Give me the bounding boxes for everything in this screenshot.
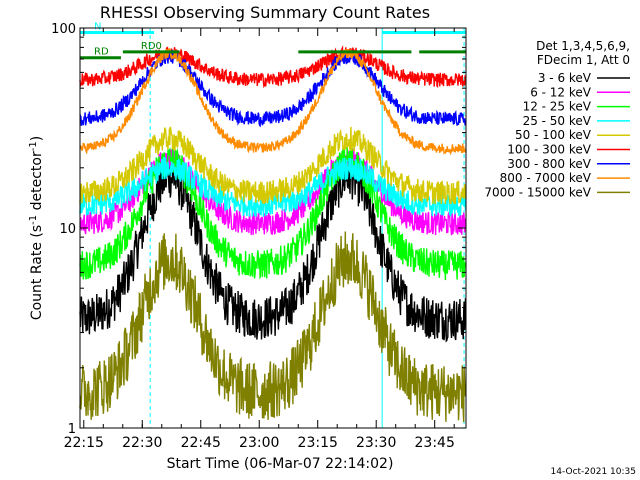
series-line-6 <box>79 45 467 89</box>
legend-label-7: 300 - 800 keV <box>507 157 591 171</box>
flag-label-1: N <box>94 21 101 32</box>
plot-area: N RD0 RD <box>79 21 467 428</box>
x-tick-label: 22:45 <box>181 435 221 451</box>
flag-label-2: RD0 <box>141 41 162 52</box>
series-line-4 <box>79 156 467 218</box>
legend-header-line-2: FDecim 1, Att 0 <box>537 53 630 67</box>
y-axis-label-end: ) <box>29 136 45 141</box>
x-tick-label: 23:15 <box>298 435 338 451</box>
x-tick-label: 23:00 <box>239 435 279 451</box>
series-line-9 <box>79 231 467 423</box>
legend-label-4: 25 - 50 keV <box>523 114 592 128</box>
y-tick-label: 100 <box>51 22 76 37</box>
y-axis-label-sup1: -1 <box>28 215 39 225</box>
y-axis-label-sup2: -1 <box>28 141 39 151</box>
y-axis-label-mid: detector <box>29 151 45 215</box>
legend-label-5: 50 - 100 keV <box>515 128 592 142</box>
legend-label-6: 100 - 300 keV <box>507 143 591 157</box>
x-axis-label: Start Time (06-Mar-07 22:14:02) <box>167 456 394 472</box>
legend-label-9: 7000 - 15000 keV <box>484 185 591 199</box>
legend-label-8: 800 - 7000 keV <box>500 171 592 185</box>
series-line-5 <box>79 126 467 205</box>
x-axis: 22:15 22:30 22:45 23:00 23:15 23:30 23:45 <box>64 28 455 451</box>
legend-label-2: 6 - 12 keV <box>530 85 592 99</box>
chart-title: RHESSI Observing Summary Count Rates <box>100 3 430 22</box>
legend-label-1: 3 - 6 keV <box>538 71 592 85</box>
x-tick-label: 22:15 <box>64 435 104 451</box>
legend-header-line-1: Det 1,3,4,5,6,9, <box>536 39 630 53</box>
flag-label-3: RD <box>94 47 109 58</box>
y-tick-label: 10 <box>59 222 76 237</box>
legend: Det 1,3,4,5,6,9, FDecim 1, Att 0 3 - 6 k… <box>484 39 630 199</box>
x-tick-label: 23:45 <box>415 435 455 451</box>
x-tick-label: 22:30 <box>122 435 162 451</box>
series-line-3 <box>79 146 467 281</box>
y-tick-label: 1 <box>68 422 76 437</box>
x-tick-label: 23:30 <box>356 435 396 451</box>
series-line-8 <box>79 48 467 156</box>
footer-timestamp: 14-Oct-2021 10:35 <box>551 467 636 477</box>
y-axis-label-main: Count Rate (s <box>29 225 45 320</box>
legend-label-3: 12 - 25 keV <box>523 100 592 114</box>
y-axis: 1 10 100 <box>51 22 466 437</box>
y-axis-label: Count Rate (s-1 detector-1) <box>28 136 45 320</box>
series-line-1 <box>79 157 467 343</box>
